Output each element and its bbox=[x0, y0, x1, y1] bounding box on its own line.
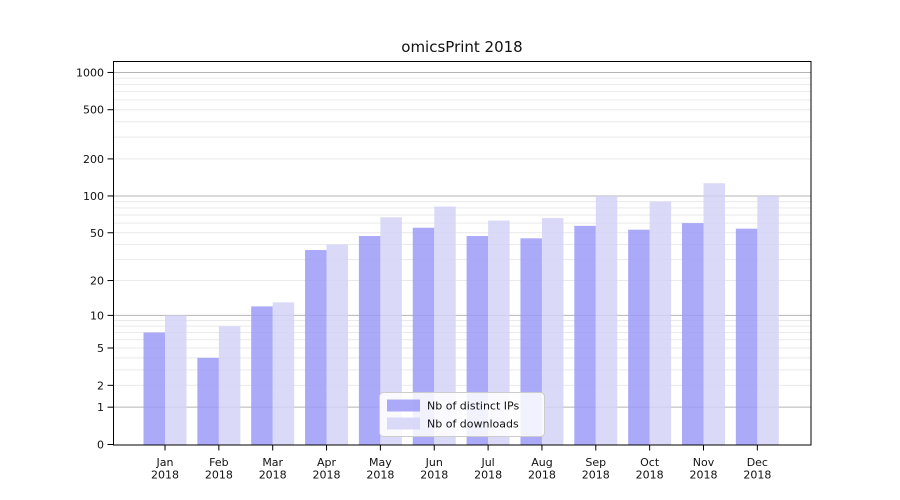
bar-downloads bbox=[434, 206, 456, 445]
chart-title: omicsPrint 2018 bbox=[401, 38, 522, 56]
bar-distinct-ips bbox=[197, 357, 219, 445]
x-tick-label-month: Nov bbox=[693, 456, 715, 469]
bar-distinct-ips bbox=[305, 250, 327, 445]
legend-label-downloads: Nb of downloads bbox=[427, 418, 519, 431]
legend-label-distinct-ips: Nb of distinct IPs bbox=[427, 400, 519, 413]
x-tick-label-month: Feb bbox=[209, 456, 228, 469]
x-tick-label-year: 2018 bbox=[743, 469, 771, 482]
y-tick-label: 100 bbox=[83, 190, 104, 203]
bar-distinct-ips bbox=[628, 229, 650, 445]
bar-downloads bbox=[488, 220, 510, 445]
x-tick-label-month: Sep bbox=[585, 456, 606, 469]
bar-downloads bbox=[757, 195, 779, 445]
x-tick-label-month: Mar bbox=[262, 456, 283, 469]
x-tick-label-year: 2018 bbox=[528, 469, 556, 482]
x-tick-label-year: 2018 bbox=[366, 469, 394, 482]
x-tick-label-year: 2018 bbox=[582, 469, 610, 482]
y-tick-label: 50 bbox=[90, 227, 104, 240]
bar-distinct-ips bbox=[574, 225, 596, 445]
x-tick-label-month: Jun bbox=[425, 456, 443, 469]
bars-layer bbox=[143, 183, 779, 445]
legend-swatch-distinct-ips bbox=[387, 399, 420, 412]
legend-swatch-downloads bbox=[387, 417, 420, 430]
y-tick-label: 1 bbox=[97, 401, 104, 414]
x-tick-label-month: Oct bbox=[640, 456, 660, 469]
labels-layer: 01251020501002005001000Jan2018Feb2018Mar… bbox=[76, 66, 771, 481]
legend: Nb of distinct IPs Nb of downloads bbox=[379, 392, 545, 437]
x-tick-label-year: 2018 bbox=[420, 469, 448, 482]
y-tick-label: 0 bbox=[97, 439, 104, 452]
x-tick-label-month: Jan bbox=[156, 456, 174, 469]
bar-distinct-ips bbox=[412, 227, 435, 445]
bar-distinct-ips bbox=[682, 223, 704, 445]
bar-downloads bbox=[649, 201, 672, 445]
plot-frame bbox=[113, 61, 812, 446]
y-tick-label: 200 bbox=[83, 153, 104, 166]
bar-downloads bbox=[165, 315, 187, 445]
bar-downloads bbox=[272, 302, 295, 445]
x-tick-label-month: May bbox=[369, 456, 392, 469]
bar-distinct-ips bbox=[358, 236, 381, 445]
bar-downloads bbox=[703, 183, 725, 445]
x-tick-label-year: 2018 bbox=[259, 469, 287, 482]
y-tick-label: 10 bbox=[90, 309, 104, 322]
bar-downloads bbox=[541, 218, 564, 445]
x-tick-label-month: Apr bbox=[317, 456, 337, 469]
x-tick-label-year: 2018 bbox=[205, 469, 233, 482]
bar-downloads bbox=[326, 244, 349, 445]
x-tick-label-year: 2018 bbox=[636, 469, 664, 482]
x-tick-label-year: 2018 bbox=[690, 469, 718, 482]
bar-distinct-ips bbox=[735, 228, 758, 445]
x-tick-label-month: Aug bbox=[531, 456, 552, 469]
x-tick-label-year: 2018 bbox=[151, 469, 179, 482]
axes-layer bbox=[107, 61, 812, 451]
x-tick-label-month: Jul bbox=[480, 456, 494, 469]
bar-downloads bbox=[595, 195, 618, 445]
x-tick-label-year: 2018 bbox=[313, 469, 341, 482]
x-tick-label-month: Dec bbox=[747, 456, 768, 469]
bar-distinct-ips bbox=[143, 332, 165, 445]
bar-downloads bbox=[380, 217, 402, 445]
y-tick-label: 1000 bbox=[76, 66, 104, 79]
bar-distinct-ips bbox=[251, 306, 273, 445]
y-tick-label: 20 bbox=[90, 275, 104, 288]
y-tick-label: 5 bbox=[97, 342, 104, 355]
legend-box bbox=[379, 392, 545, 437]
y-tick-label: 500 bbox=[83, 104, 104, 117]
y-tick-label: 2 bbox=[97, 379, 104, 392]
bar-downloads bbox=[218, 326, 241, 445]
x-tick-label-year: 2018 bbox=[474, 469, 502, 482]
